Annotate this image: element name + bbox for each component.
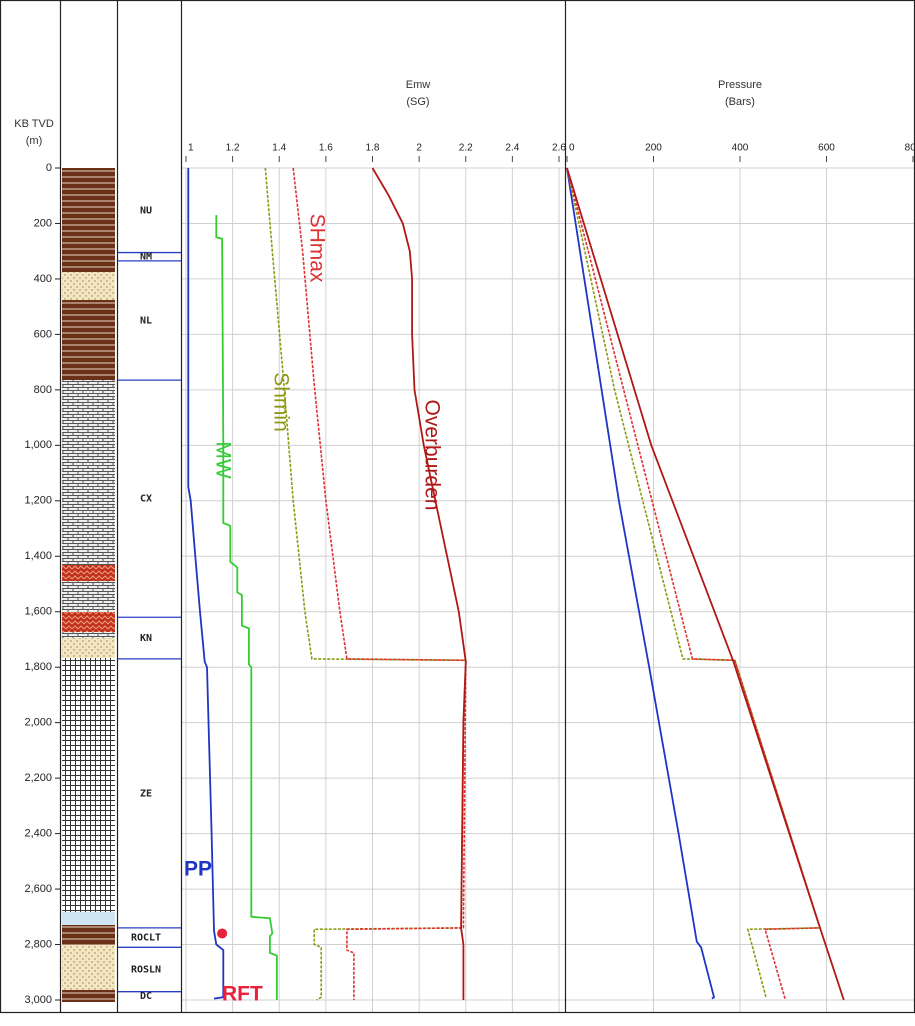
lithology-anhydrite — [62, 912, 115, 925]
rft-point — [217, 928, 228, 939]
rft-label: RFT — [222, 983, 263, 1006]
lithology-shale — [62, 925, 115, 945]
lithology-red — [62, 565, 115, 581]
x-tick-label: 800 — [905, 143, 915, 154]
y-tick-label: 2,400 — [24, 828, 52, 840]
x-tick-label: 2.6 — [552, 143, 566, 154]
curve-label: SHmax — [305, 214, 328, 283]
track-title: Pressure — [718, 79, 762, 91]
x-tick-label: 2.4 — [505, 143, 519, 154]
track-unit: (SG) — [406, 96, 429, 108]
lithology-column — [62, 168, 115, 1002]
formation-label: NU — [140, 205, 152, 216]
lithology-sand — [62, 638, 115, 658]
x-tick-label: 600 — [818, 143, 835, 154]
lithology-sand — [62, 945, 115, 990]
formation-label: ZE — [140, 788, 152, 799]
formation-label: NL — [140, 316, 152, 327]
plot-area: 0 200 400 600 800 1,000 1,200 1,400 1,600 1,800 2,… — [24, 143, 915, 1012]
lithology-grid — [62, 658, 115, 912]
curve — [215, 215, 278, 1000]
curve — [292, 167, 467, 1000]
x-tick-label: 400 — [732, 143, 749, 154]
formation-label: KN — [140, 633, 152, 644]
lithology-red — [62, 612, 115, 632]
formation-label: CX — [140, 494, 152, 505]
curve — [264, 167, 467, 1001]
track-unit: (Bars) — [725, 96, 755, 108]
y-tick-label: 400 — [34, 273, 52, 285]
y-tick-label: 1,800 — [24, 661, 52, 673]
x-tick-label: 1.6 — [319, 143, 333, 154]
y-tick-label: 800 — [34, 384, 52, 396]
curve-label: Overburden — [420, 400, 443, 511]
lithology-shale — [62, 990, 115, 1002]
y-tick-label: 1,600 — [24, 606, 52, 618]
y-tick-label: 1,400 — [24, 550, 52, 562]
curve — [371, 167, 467, 1000]
formation-label: DC — [140, 991, 152, 1002]
x-tick-label: 200 — [645, 143, 662, 154]
x-tick-label: 2.2 — [459, 143, 473, 154]
y-tick-label: 1,000 — [24, 439, 52, 451]
depth-axis-title: KB TVD — [14, 118, 54, 130]
x-tick-label: 1.8 — [366, 143, 380, 154]
y-tick-label: 3,000 — [24, 994, 52, 1006]
x-tick-label: 1 — [188, 143, 194, 154]
x-tick-label: 0 — [569, 143, 575, 154]
formation-label: NM — [140, 252, 152, 263]
x-tick-label: 1.2 — [226, 143, 240, 154]
x-tick-label: 2 — [416, 143, 422, 154]
y-tick-label: 2,200 — [24, 772, 52, 784]
curve — [566, 167, 845, 1001]
curve — [566, 167, 716, 1000]
y-tick-label: 2,600 — [24, 883, 52, 895]
y-tick-label: 1,200 — [24, 495, 52, 507]
formation-label: ROCLT — [131, 933, 161, 944]
y-tick-label: 200 — [34, 217, 52, 229]
lithology-sand — [62, 272, 115, 300]
curve — [187, 168, 225, 1000]
curve-label: Shmin — [269, 372, 292, 432]
formation-label: ROSLN — [131, 964, 161, 975]
curve-label: PP — [184, 858, 212, 881]
y-tick-label: 2,800 — [24, 938, 52, 950]
y-tick-label: 600 — [34, 328, 52, 340]
y-tick-label: 2,000 — [24, 717, 52, 729]
curve-label: MW — [211, 441, 234, 478]
lithology-chalk — [62, 380, 115, 658]
x-tick-label: 1.4 — [272, 143, 286, 154]
depth-axis-unit: (m) — [26, 135, 43, 147]
track-title: Emw — [406, 79, 431, 91]
y-tick-label: 0 — [46, 162, 52, 174]
